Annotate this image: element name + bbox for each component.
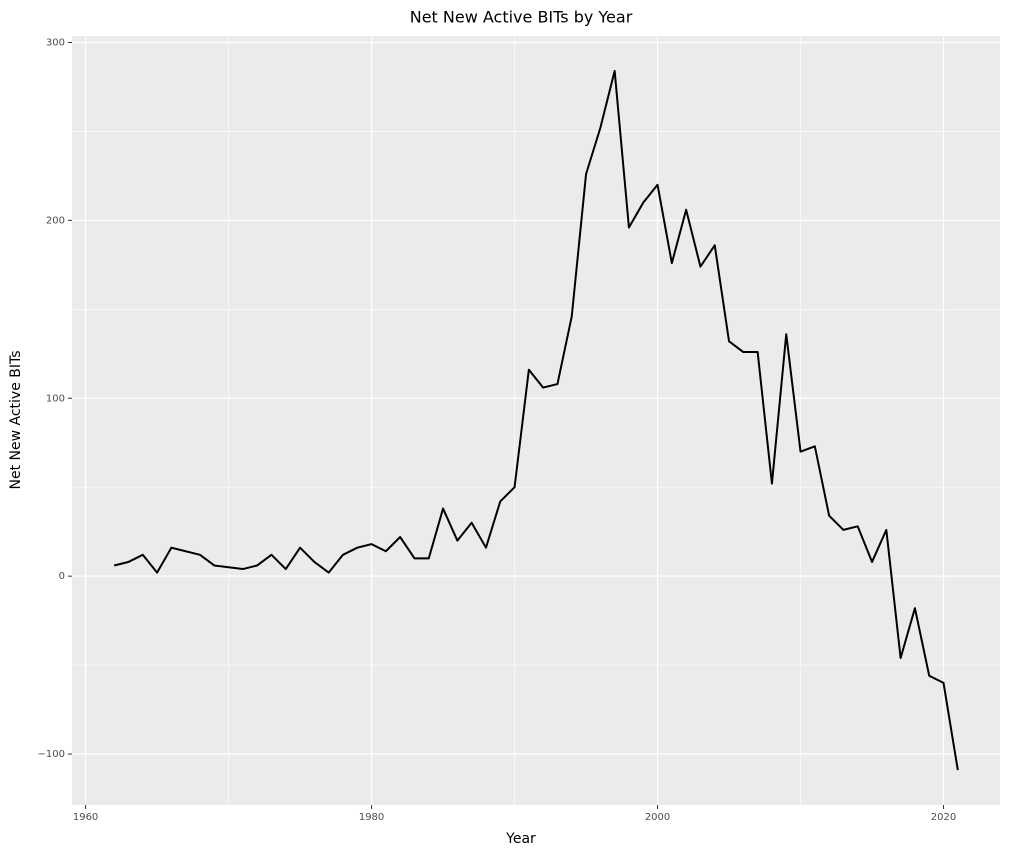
chart-title: Net New Active BITs by Year [410, 8, 633, 27]
y-tick-label: −100 [38, 749, 65, 760]
y-tick-label: 100 [46, 393, 65, 404]
data-line [113, 69, 959, 771]
panel [72, 36, 1000, 805]
y-tick-label: 300 [46, 37, 65, 48]
x-tick-label: 1960 [73, 812, 98, 823]
y-tick-label: 0 [59, 571, 65, 582]
y-tick-label: 200 [46, 215, 65, 226]
x-tick-label: 2020 [931, 812, 956, 823]
x-tick-label: 1980 [359, 812, 384, 823]
y-axis-title: Net New Active BITs [8, 350, 24, 489]
x-axis-title: Year [505, 831, 536, 847]
x-tick-label: 2000 [645, 812, 670, 823]
